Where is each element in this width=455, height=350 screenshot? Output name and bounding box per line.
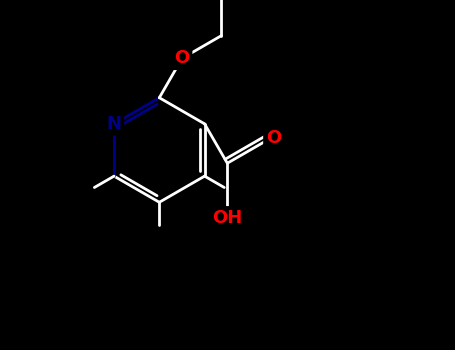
Text: N: N (106, 115, 121, 133)
Text: OH: OH (212, 209, 243, 227)
Text: O: O (266, 129, 281, 147)
Text: O: O (174, 49, 190, 67)
